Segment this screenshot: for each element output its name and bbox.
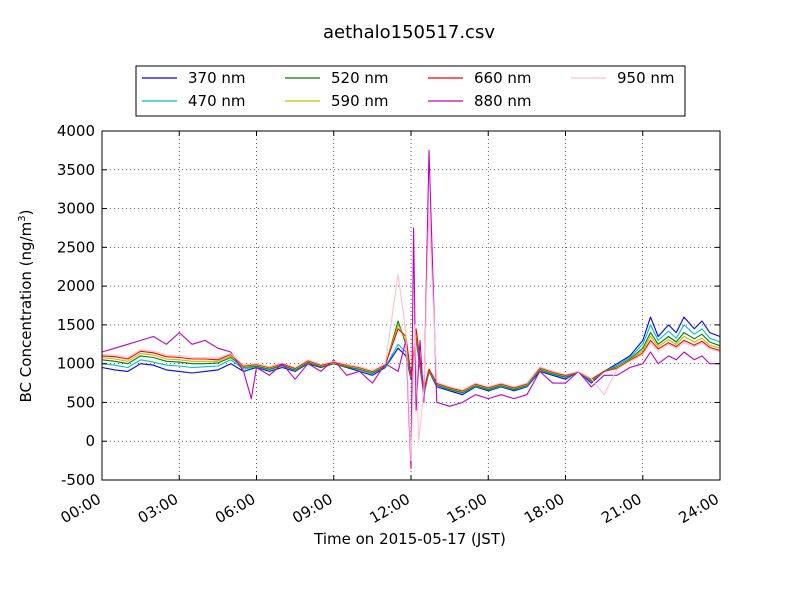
- x-tick-label: 18:00: [521, 490, 567, 527]
- x-tick-label: 00:00: [58, 490, 104, 527]
- legend-entry: 880 nm: [428, 92, 532, 110]
- x-tick-label: 15:00: [444, 490, 490, 527]
- legend-label: 880 nm: [474, 92, 532, 110]
- y-axis-label-close: ): [17, 210, 35, 216]
- y-axis-label: BC Concentration (ng/m3): [17, 210, 35, 403]
- x-tick-label: 12:00: [367, 490, 413, 527]
- legend-entry: 470 nm: [142, 92, 246, 110]
- x-axis-label: Time on 2015-05-17 (JST): [313, 530, 506, 548]
- legend-label: 660 nm: [474, 69, 532, 87]
- legend-label: 470 nm: [188, 92, 246, 110]
- tick-marks: [101, 130, 721, 481]
- x-tick-labels: 00:00 03:00 06:00 09:00 12:00 15:00 18:00 21:00…: [58, 490, 722, 527]
- y-tick-label: 0: [85, 432, 95, 450]
- legend-label: 370 nm: [188, 69, 246, 87]
- y-tick-label: -500: [61, 471, 95, 489]
- x-tick-label: 06:00: [212, 490, 258, 527]
- y-tick-label: 1500: [57, 316, 95, 334]
- y-tick-label: 4000: [57, 122, 95, 140]
- legend-entry: 950 nm: [571, 69, 675, 87]
- x-tick-label: 03:00: [135, 490, 181, 527]
- legend-entry: 660 nm: [428, 69, 532, 87]
- x-tick-label: 09:00: [289, 490, 335, 527]
- legend-label: 950 nm: [617, 69, 675, 87]
- chart-title: aethalo150517.csv: [323, 22, 495, 43]
- y-tick-label: 500: [66, 393, 95, 411]
- legend: 370 nm 470 nm 520 nm 590 nm 660 nm 880 nm 950 …: [135, 65, 686, 117]
- y-tick-labels: -500 0 500 1000 1500 2000 2500 3000 3500 4000: [57, 122, 95, 489]
- y-tick-label: 3500: [57, 161, 95, 179]
- y-axis-label-superscript: 3: [17, 215, 28, 221]
- x-tick-label: 21:00: [598, 490, 644, 527]
- x-tick-label: 24:00: [676, 490, 722, 527]
- legend-items: 370 nm 470 nm 520 nm 590 nm 660 nm 880 nm 950 …: [142, 69, 675, 110]
- y-axis-label-main: BC Concentration (ng/m: [17, 222, 35, 403]
- series-line-950-nm: [101, 208, 721, 462]
- legend-entry: 370 nm: [142, 69, 246, 87]
- y-tick-label: 2500: [57, 238, 95, 256]
- legend-label: 590 nm: [331, 92, 389, 110]
- y-tick-label: 3000: [57, 200, 95, 218]
- legend-box: [135, 65, 686, 117]
- legend-entry: 520 nm: [285, 69, 389, 87]
- series-line-880-nm: [101, 149, 720, 469]
- plot-area: [101, 130, 721, 481]
- y-tick-label: 2000: [57, 277, 95, 295]
- legend-label: 520 nm: [331, 69, 389, 87]
- legend-entry: 590 nm: [285, 92, 389, 110]
- series-lines: [101, 149, 721, 469]
- y-tick-label: 1000: [57, 355, 95, 373]
